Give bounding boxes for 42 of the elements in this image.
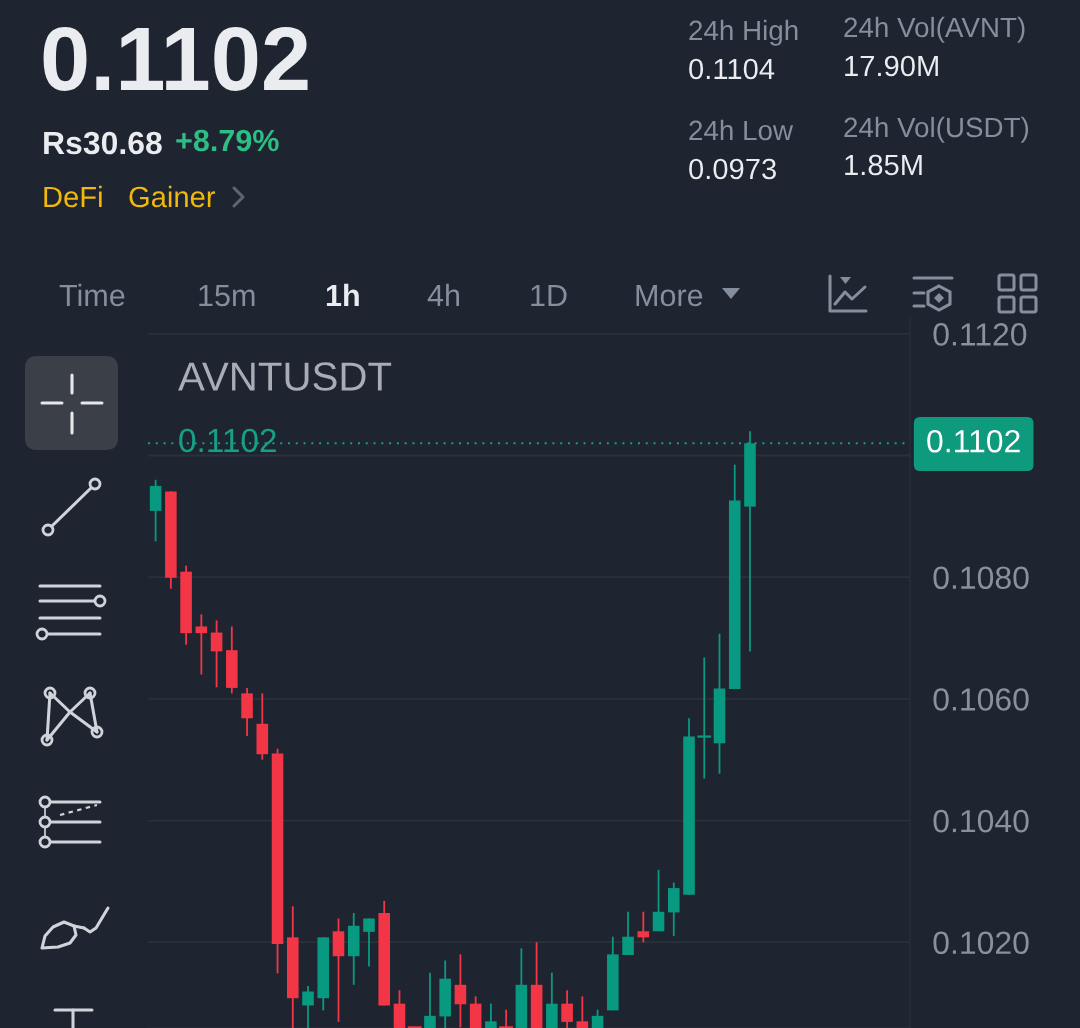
text: 17.90M	[845, 55, 938, 77]
candlestick	[499, 1008, 514, 1028]
text: +8.79%	[176, 129, 279, 152]
text: 0.0973	[689, 158, 776, 180]
candlestick	[576, 995, 589, 1028]
candlestick	[561, 989, 573, 1028]
text: DeFi	[44, 185, 102, 208]
text: 4h	[427, 283, 459, 306]
candlestick	[195, 613, 208, 676]
candlestick	[424, 971, 436, 1028]
candlestick	[591, 1008, 604, 1028]
text: 15m	[199, 284, 255, 307]
y-tick-label: 0.1020	[933, 931, 1029, 955]
candlestick	[637, 910, 650, 944]
text: 1.85M	[845, 154, 922, 176]
y-tick-label: 0.1120	[933, 323, 1027, 346]
text: More	[636, 284, 703, 307]
text: 24h Vol(USDT)	[844, 116, 1029, 143]
text: 24h Low	[689, 119, 794, 141]
candlestick	[363, 917, 375, 968]
text: 0.1104	[689, 58, 775, 80]
y-tick-label: 0.1060	[933, 688, 1029, 711]
candlestick	[485, 1002, 497, 1028]
candlestick	[210, 619, 223, 689]
candlestick	[302, 985, 314, 1028]
text: Time	[59, 283, 125, 307]
candlestick	[697, 656, 712, 780]
text: AVNTUSDT	[178, 362, 392, 391]
text: 1h	[326, 283, 359, 306]
text: Rs30.68	[44, 131, 162, 155]
text: 0.1102	[927, 429, 1020, 453]
y-tick-label: 0.1080	[933, 566, 1029, 590]
ref-line-label: 0.1102	[179, 428, 276, 453]
text: 0.1102	[43, 26, 308, 91]
candlestick	[622, 910, 634, 956]
text: 24h High	[689, 19, 798, 46]
text: 1D	[531, 284, 567, 306]
candlestick	[454, 953, 467, 1028]
y-tick-label: 0.1040	[933, 809, 1029, 833]
text: Gainer	[129, 185, 216, 208]
candlestick	[652, 868, 665, 933]
text: 24h Vol(AVNT)	[844, 16, 1025, 43]
